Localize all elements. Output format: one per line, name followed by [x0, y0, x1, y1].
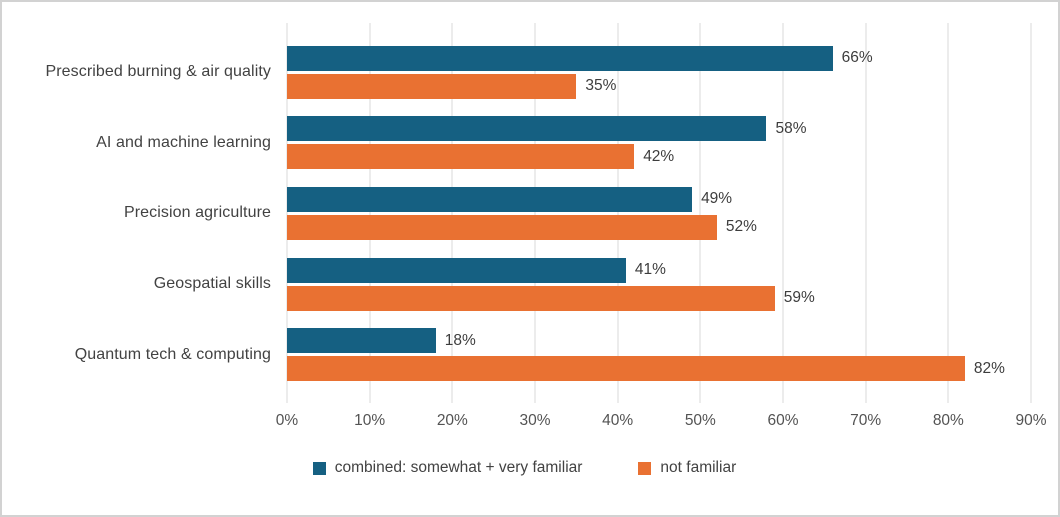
bar-group: 58% 42%: [287, 108, 1031, 179]
gridline: [617, 23, 619, 403]
gridline: [947, 23, 949, 403]
gridline: [534, 23, 536, 403]
category-label: Precision agriculture: [123, 204, 271, 222]
data-label: 58%: [775, 119, 807, 137]
bar-row: 82%: [287, 356, 1031, 382]
data-label: 41%: [634, 261, 666, 279]
x-axis-tick-label: 40%: [602, 412, 634, 429]
bar: [287, 356, 965, 382]
legend: combined: somewhat + very familiar not fa…: [18, 459, 1031, 477]
bar: [287, 285, 775, 311]
category-label: Geospatial skills: [153, 275, 271, 293]
chart-body: Prescribed burning & air quality AI and m…: [18, 23, 1032, 403]
bar: [287, 144, 635, 170]
x-axis-tick-label: 0%: [275, 412, 299, 429]
bar-group: 18% 82%: [287, 319, 1031, 390]
data-label: 66%: [841, 49, 873, 67]
x-axis-tick-label: 90%: [1015, 412, 1047, 429]
bar-row: 35%: [287, 73, 1031, 99]
bar: [287, 45, 833, 71]
data-label: 18%: [444, 331, 476, 349]
bar-row: 58%: [287, 116, 1031, 142]
category-label: Quantum tech & computing: [74, 345, 271, 363]
plot-area: 66% 35% 58% 42% 49% 52% 41% 59% 18% 82%: [286, 23, 1032, 403]
legend-item: combined: somewhat + very familiar: [312, 459, 583, 477]
bar-group: 49% 52%: [287, 178, 1031, 249]
bar-group: 41% 59%: [287, 249, 1031, 320]
data-label: 35%: [585, 77, 617, 95]
bar: [287, 73, 577, 99]
x-axis-tick-label: 70%: [850, 412, 882, 429]
data-label: 59%: [783, 289, 815, 307]
gridline: [865, 23, 867, 403]
bar-row: 52%: [287, 214, 1031, 240]
gridline: [451, 23, 453, 403]
x-axis-tick-label: 80%: [932, 412, 964, 429]
gridline: [286, 23, 288, 403]
x-axis-tick-label: 60%: [767, 412, 799, 429]
gridline: [369, 23, 371, 403]
legend-label: combined: somewhat + very familiar: [334, 459, 583, 476]
bar-row: 42%: [287, 144, 1031, 170]
data-label: 42%: [643, 147, 675, 165]
x-axis-tick-label: 50%: [684, 412, 716, 429]
legend-swatch-icon: [312, 461, 326, 475]
legend-swatch-icon: [638, 461, 652, 475]
gridline: [699, 23, 701, 403]
data-label: 49%: [701, 190, 733, 208]
bar-group: 66% 35%: [287, 37, 1031, 108]
bar-row: 49%: [287, 186, 1031, 212]
bar-groups: 66% 35% 58% 42% 49% 52% 41% 59% 18% 82%: [287, 23, 1031, 403]
legend-label: not familiar: [660, 459, 737, 476]
bar: [287, 214, 717, 240]
data-label: 52%: [725, 218, 757, 236]
bar: [287, 116, 767, 142]
bar-row: 66%: [287, 45, 1031, 71]
x-axis-tick-label: 30%: [519, 412, 551, 429]
category-axis: Prescribed burning & air quality AI and m…: [18, 23, 287, 403]
legend-item: not familiar: [638, 459, 736, 477]
x-axis-tick-label: 10%: [354, 412, 386, 429]
bar: [287, 257, 626, 283]
category-label: Prescribed burning & air quality: [45, 63, 271, 81]
category-label: AI and machine learning: [96, 133, 271, 151]
data-label: 82%: [973, 359, 1005, 377]
bar-row: 18%: [287, 328, 1031, 354]
x-axis-tick-label: 20%: [436, 412, 468, 429]
x-axis: 0% 10% 20% 30% 40% 50% 60% 70% 80% 90%: [276, 403, 1047, 437]
gridline: [1030, 23, 1032, 403]
bar: [287, 328, 436, 354]
bar-row: 41%: [287, 257, 1031, 283]
bar-row: 59%: [287, 285, 1031, 311]
gridline: [782, 23, 784, 403]
bar: [287, 186, 693, 212]
